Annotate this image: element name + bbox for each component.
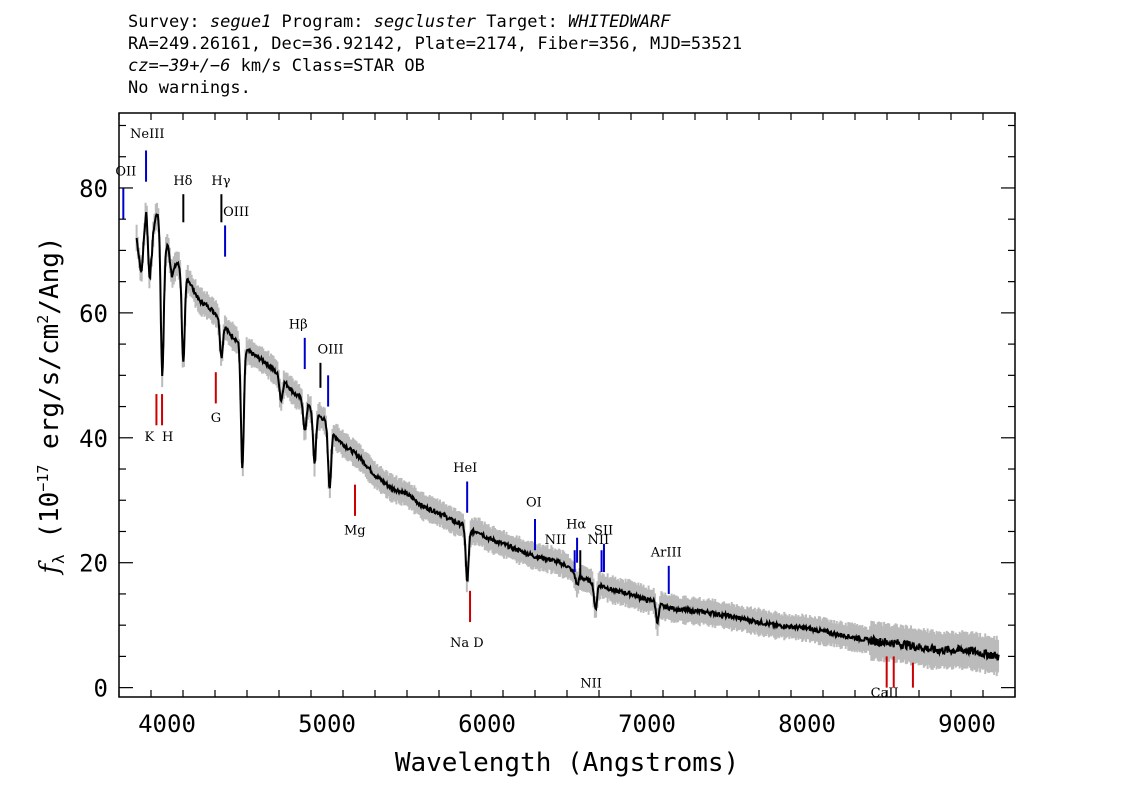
x-tick-label: 7000 (618, 710, 676, 738)
spectral-line-label: Hα (566, 517, 586, 532)
y-tick-label: 40 (79, 425, 108, 453)
survey-label: Survey: (128, 12, 210, 32)
spectral-line-label: ArIII (650, 545, 682, 560)
spectrum-header: Survey: segue1 Program: segcluster Targe… (128, 11, 742, 99)
y-tick-label: 80 (79, 175, 108, 203)
program-label: Program: (271, 12, 374, 32)
x-tick-labels: 4000 5000 6000 7000 8000 9000 (138, 710, 996, 738)
spectral-line-label: H (162, 430, 173, 445)
spectral-line-label: Mg (344, 524, 366, 539)
spectral-line-label: NII (580, 677, 602, 692)
spectral-line-label: OIII (317, 342, 343, 357)
spectral-line-label: SII (594, 524, 613, 539)
spectral-line-label: G (211, 411, 221, 426)
x-tick-label: 5000 (298, 710, 356, 738)
spectral-line-label: CaII (871, 686, 899, 701)
target-value: WHITEDWARF (568, 12, 671, 32)
spectral-line-label: OIII (223, 205, 249, 220)
flux-series-line (135, 211, 1000, 661)
spectral-line-label: OI (526, 495, 542, 510)
x-tick-label: 8000 (778, 710, 836, 738)
spectral-line-label: OII (115, 164, 136, 179)
x-tick-label: 9000 (938, 710, 996, 738)
spectral-line-label: Hδ (173, 174, 192, 189)
x-tick-label: 4000 (138, 710, 196, 738)
x-tick-label: 6000 (458, 710, 516, 738)
y-tick-label: 0 (94, 675, 108, 703)
header-redshift-line: cz=−39+/−6 km/s Class=STAR OB (128, 55, 742, 77)
y-tick-labels: 0 20 40 60 80 (79, 175, 108, 703)
header-survey-line: Survey: segue1 Program: segcluster Targe… (128, 11, 742, 33)
axis-ticks (118, 113, 1016, 697)
spectral-line-label: Hγ (211, 174, 230, 189)
header-coordinates-line: RA=249.26161, Dec=36.92142, Plate=2174, … (128, 34, 743, 54)
flux-error-band (135, 202, 1000, 677)
redshift-value: cz=−39+/−6 (128, 56, 231, 76)
spectral-line-label: K (144, 430, 154, 445)
plot-frame (118, 112, 1016, 698)
x-axis-label: Wavelength (Angstroms) (395, 748, 739, 778)
y-tick-label: 60 (79, 300, 108, 328)
y-axis-label: fλ (10−17 erg/s/cm2/Ang) (34, 236, 68, 575)
header-warnings-line: No warnings. (128, 78, 251, 98)
spectral-line-label: Hβ (289, 317, 308, 332)
spectral-line-label: HeI (453, 461, 477, 476)
survey-value: segue1 (209, 12, 272, 32)
target-label: Target: (476, 12, 569, 32)
spectral-line-label: NII (545, 533, 567, 548)
y-tick-label: 20 (79, 550, 108, 578)
class-text: km/s Class=STAR OB (230, 56, 425, 76)
spectral-line-label: NeIII (130, 127, 164, 142)
spectral-line-label: Na D (450, 636, 484, 651)
program-value: segcluster (373, 12, 477, 32)
